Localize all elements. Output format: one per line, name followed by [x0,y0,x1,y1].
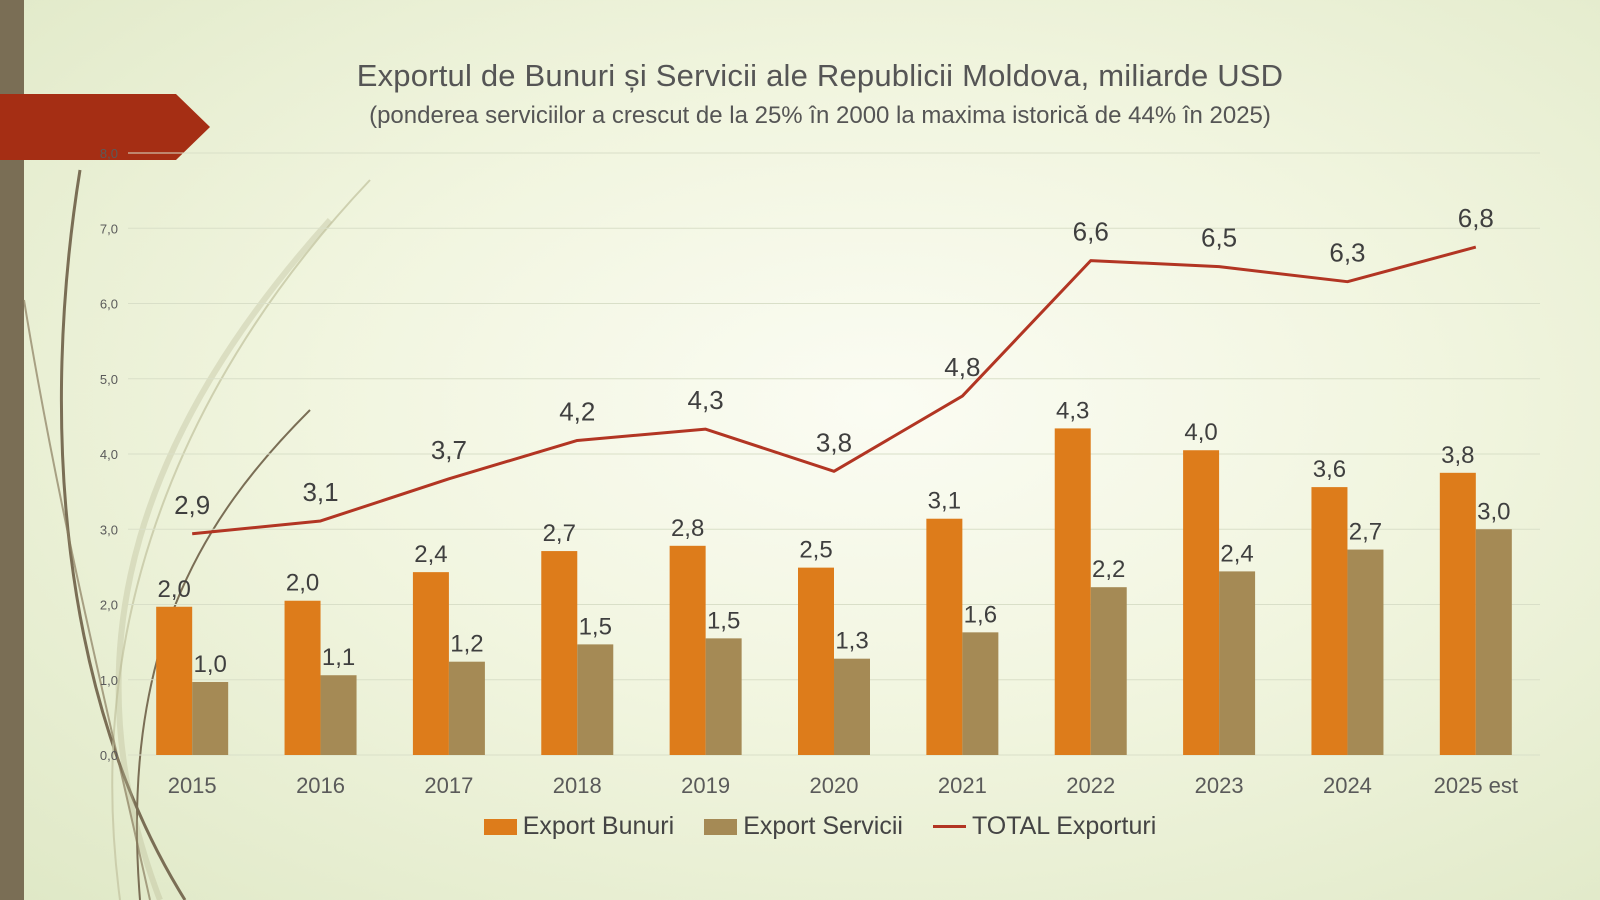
data-label-export-bunuri: 2,4 [414,541,447,568]
y-tick-label: 5,0 [100,372,118,387]
bar-export-bunuri [1311,487,1348,755]
bar-export-servicii [577,644,614,755]
x-tick-label: 2023 [1195,773,1244,798]
bar-export-servicii [320,675,357,755]
bar-export-servicii [705,638,742,755]
data-label-export-servicii: 1,2 [450,631,483,658]
y-tick-label: 8,0 [100,146,118,161]
data-label-total-exporturi: 3,8 [816,427,852,457]
data-label-export-bunuri: 3,8 [1441,442,1474,469]
x-tick-label: 2017 [424,773,473,798]
x-tick-label: 2025 est [1434,773,1518,798]
bar-export-bunuri [798,567,834,755]
legend-swatch-export-servicii [704,818,738,835]
data-label-export-servicii: 1,5 [707,607,740,634]
x-tick-label: 2021 [938,773,987,798]
y-tick-label: 6,0 [100,297,118,312]
bar-export-servicii [1475,529,1512,755]
data-label-total-exporturi: 4,2 [559,396,595,426]
x-tick-label: 2019 [681,773,730,798]
bar-export-bunuri [669,545,706,755]
legend: Export Bunuri Export Servicii TOTAL Expo… [0,812,1600,841]
x-tick-label: 2016 [296,773,345,798]
bar-export-servicii [448,661,485,755]
data-label-export-bunuri: 4,3 [1056,397,1089,424]
bar-export-servicii [962,632,999,755]
data-label-export-servicii: 2,2 [1092,556,1125,583]
bar-export-servicii [1347,549,1384,755]
data-label-export-bunuri: 3,1 [928,488,961,515]
bar-export-servicii [1219,571,1256,755]
data-label-export-bunuri: 2,0 [286,570,319,597]
x-tick-label: 2024 [1323,773,1372,798]
data-label-export-servicii: 1,0 [193,651,226,678]
data-label-export-servicii: 1,1 [322,644,355,671]
bar-export-bunuri [926,518,963,755]
data-label-export-bunuri: 2,8 [671,515,704,542]
data-label-total-exporturi: 6,5 [1201,223,1237,253]
data-label-export-servicii: 2,4 [1220,540,1253,567]
data-label-total-exporturi: 2,9 [174,490,210,520]
x-tick-label: 2020 [810,773,859,798]
bar-export-bunuri [1054,428,1091,755]
data-label-export-bunuri: 3,6 [1313,456,1346,483]
y-tick-label: 2,0 [100,598,118,613]
bar-export-servicii [192,682,229,755]
legend-label-export-servicii: Export Servicii [743,812,903,840]
data-label-export-bunuri: 2,7 [543,520,576,547]
data-label-total-exporturi: 3,7 [431,435,467,465]
data-label-total-exporturi: 6,3 [1329,238,1365,268]
legend-swatch-total-exporturi [932,825,966,828]
x-tick-label: 2022 [1066,773,1115,798]
chart-subtitle: (ponderea serviciilor a crescut de la 25… [369,102,1271,129]
bar-export-bunuri [1183,450,1220,755]
legend-label-export-bunuri: Export Bunuri [522,812,675,840]
data-label-total-exporturi: 4,8 [944,352,980,382]
data-label-export-servicii: 3,0 [1477,498,1510,525]
y-tick-label: 0,0 [100,748,118,763]
data-label-export-bunuri: 4,0 [1184,419,1217,446]
data-label-total-exporturi: 6,8 [1458,203,1494,233]
data-label-export-servicii: 1,6 [964,601,997,628]
x-tick-label: 2018 [553,773,602,798]
data-label-export-servicii: 2,7 [1349,519,1382,546]
legend-item-export-bunuri: Export Bunuri [483,812,675,841]
bar-export-bunuri [284,600,321,755]
data-label-export-bunuri: 2,5 [799,537,832,564]
y-tick-label: 3,0 [100,522,118,537]
y-tick-label: 1,0 [100,673,118,688]
x-tick-label: 2015 [168,773,217,798]
red-arrow-banner [0,94,210,160]
data-label-export-bunuri: 2,0 [157,576,190,603]
bar-export-bunuri [412,572,449,755]
data-label-total-exporturi: 6,6 [1073,217,1109,247]
bar-export-bunuri [541,551,578,755]
y-tick-label: 7,0 [100,221,118,236]
data-label-export-servicii: 1,3 [835,628,868,655]
data-label-total-exporturi: 4,3 [688,385,724,415]
bar-export-bunuri [156,606,193,755]
legend-swatch-export-bunuri [483,818,517,835]
data-label-total-exporturi: 3,1 [302,477,338,507]
bar-export-servicii [1090,587,1127,755]
line-total-exporturi [192,245,1477,536]
legend-item-export-servicii: Export Servicii [704,812,903,841]
chart-title: Exportul de Bunuri și Servicii ale Repub… [356,58,1284,93]
bar-export-bunuri [1439,472,1476,755]
y-tick-label: 4,0 [100,447,118,462]
legend-label-total-exporturi: TOTAL Exporturi [971,812,1157,840]
legend-item-total-exporturi: TOTAL Exporturi [932,812,1157,841]
data-label-export-servicii: 1,5 [579,613,612,640]
bar-export-servicii [834,658,870,755]
